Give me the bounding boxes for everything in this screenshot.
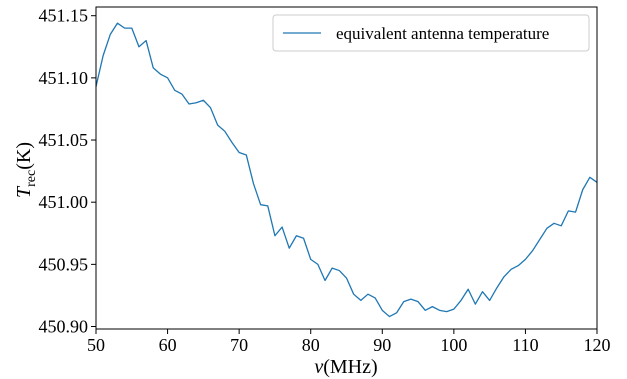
x-tick-label: 90: [373, 335, 391, 355]
x-tick-label: 110: [512, 335, 538, 355]
x-tick-label: 60: [159, 335, 177, 355]
y-tick-label: 451.00: [39, 192, 89, 212]
legend-box: [272, 14, 590, 52]
x-tick-label: 50: [87, 335, 105, 355]
y-tick-label: 451.15: [39, 6, 89, 26]
y-axis-label: Trec(K): [13, 142, 39, 198]
x-axis-label-symbol: ν: [314, 356, 323, 378]
y-tick-label: 450.90: [39, 317, 89, 337]
y-axis-label-subscript: rec: [24, 170, 39, 187]
x-axis-label-unit: (MHz): [323, 356, 377, 378]
y-tick-label: 451.05: [39, 130, 89, 150]
y-axis-label-unit: (K): [13, 142, 35, 170]
legend-label: equivalent antenna temperature: [336, 24, 549, 43]
series-layer: [95, 22, 598, 318]
x-tick-label: 80: [302, 335, 320, 355]
legend: equivalent antenna temperature: [272, 14, 590, 52]
y-axis-label-symbol: T: [13, 185, 35, 198]
ticks-layer: 50 60 70 80 90 100 110 120 450.90 450.95 451.00 451…: [39, 6, 611, 355]
x-tick-label: 120: [584, 335, 611, 355]
plot-frame: [95, 6, 598, 330]
x-tick-label: 70: [230, 335, 248, 355]
y-tick-label: 450.95: [39, 254, 89, 274]
series-line-equivalent-antenna-temperature: [95, 22, 598, 318]
x-axis-label: ν(MHz): [314, 356, 377, 378]
y-tick-label: 451.10: [39, 68, 89, 88]
x-tick-label: 100: [440, 335, 467, 355]
